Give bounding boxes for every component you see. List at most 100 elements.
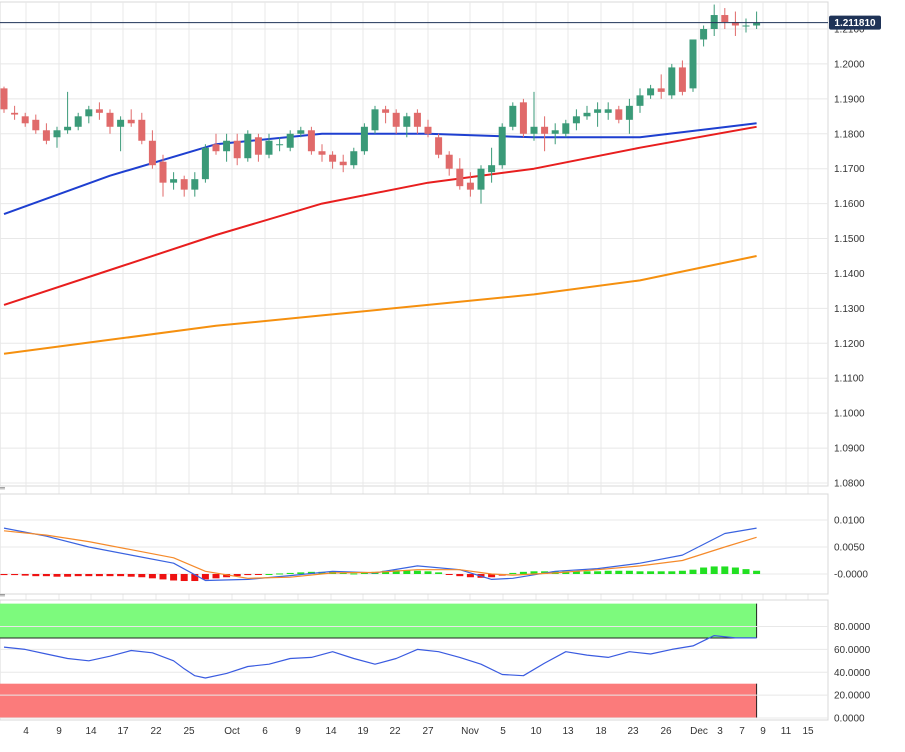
macd-histogram-bar [625, 570, 633, 574]
x-tick-label: 22 [150, 726, 162, 737]
x-tick-label: 14 [85, 726, 97, 737]
x-tick-label: Nov [461, 726, 479, 737]
candle-body [350, 151, 358, 166]
signal-line [3, 530, 757, 579]
candle-body [212, 144, 220, 152]
sma-fast-line [3, 122, 757, 216]
price-tick-label: 1.0800 [834, 479, 865, 490]
macd-histogram-bar [456, 574, 464, 577]
price-tick-label: 1.1700 [834, 164, 865, 175]
x-tick-label: 5 [500, 726, 506, 737]
candle-body [74, 116, 82, 127]
macd-histogram-bar [382, 570, 390, 574]
candle-body [498, 126, 506, 166]
macd-histogram-bar [11, 574, 19, 576]
macd-histogram-bar [424, 571, 432, 574]
candle-body [170, 179, 178, 183]
candle-body [710, 15, 718, 29]
x-tick-label: 25 [183, 726, 195, 737]
x-tick-label: 7 [739, 726, 745, 737]
candle-body [721, 15, 729, 23]
macd-tick-label: -0.0000 [834, 570, 868, 581]
candle-body [201, 147, 209, 180]
rsi-line [3, 634, 757, 679]
candle-body [148, 140, 156, 166]
macd-histogram-bar [21, 574, 29, 576]
rsi-oversold-zone [0, 683, 757, 718]
macd-histogram-bar [223, 574, 231, 578]
macd-histogram-bar [721, 566, 729, 574]
macd-histogram-bar [403, 570, 411, 574]
rsi-tick-label: 40.0000 [834, 668, 871, 679]
candle-body [700, 29, 708, 40]
price-tick-label: 1.2000 [834, 59, 865, 70]
x-tick-label: 14 [325, 726, 337, 737]
rsi-tick-label: 60.0000 [834, 645, 871, 656]
x-tick-label: 18 [595, 726, 607, 737]
macd-histogram-bar [392, 570, 400, 574]
candle-body [276, 144, 284, 146]
candle-body [0, 88, 8, 110]
price-tick-label: 1.2100 [834, 25, 865, 36]
macd-histogram-bar [244, 574, 252, 576]
macd-histogram-bar [615, 570, 623, 574]
pane-resize-handle-2[interactable]: ═ [0, 591, 5, 600]
candle-body [403, 116, 411, 127]
x-tick-label: 23 [627, 726, 639, 737]
macd-histogram-bar [138, 574, 146, 578]
pane-resize-handle[interactable]: ═ [0, 484, 5, 493]
macd-histogram-bar [689, 569, 697, 574]
price-tick-label: 1.1000 [834, 409, 865, 420]
candle-body [413, 112, 421, 127]
last-price-badge: 1.211810 [829, 15, 881, 30]
candle-body [562, 123, 570, 134]
macd-tick-label: 0.0050 [834, 543, 865, 554]
macd-histogram-bar [233, 574, 241, 577]
macd-histogram-bar [254, 574, 262, 575]
macd-histogram-bar [530, 571, 538, 574]
price-tick-label: 1.1300 [834, 304, 865, 315]
candle-body [466, 182, 474, 190]
macd-histogram-bar [170, 574, 178, 581]
candle-body [742, 25, 750, 27]
macd-histogram-bar [710, 566, 718, 574]
candle-body [307, 130, 315, 152]
price-tick-label: 1.1800 [834, 129, 865, 140]
x-tick-label: 27 [422, 726, 434, 737]
macd-histogram-bar [32, 574, 40, 577]
candle-body [625, 105, 633, 120]
candle-body [657, 88, 665, 92]
macd-histogram-bar [594, 571, 602, 574]
candle-body [519, 102, 527, 134]
rsi-overbought-zone [0, 603, 757, 638]
rsi-tick-label: 0.0000 [834, 714, 865, 725]
macd-pane[interactable]: 0.0100 0.0050 -0.0000 ═ [0, 493, 868, 600]
candle-body [488, 165, 496, 173]
candle-body [244, 133, 252, 159]
candle-body [265, 140, 273, 155]
sma-slow-line [3, 255, 757, 355]
candle-body [477, 168, 485, 190]
candle-body [95, 109, 103, 113]
x-tick-label: 9 [760, 726, 766, 737]
macd-histogram-bar [297, 572, 305, 574]
candle-body [21, 116, 29, 124]
macd-histogram-bar [95, 574, 103, 577]
candle-body [435, 137, 443, 155]
rsi-pane[interactable]: 80.0000 60.0000 40.0000 20.0000 0.0000 [0, 599, 871, 725]
candle-body [318, 151, 326, 155]
macd-histogram-bar [0, 574, 8, 576]
macd-histogram-bar [466, 574, 474, 578]
x-tick-label: 19 [357, 726, 369, 737]
x-tick-label: 10 [530, 726, 542, 737]
candle-body [689, 39, 697, 89]
rsi-tick-label: 80.0000 [834, 622, 871, 633]
moving-averages [3, 122, 757, 355]
candle-body [636, 95, 644, 106]
macd-histogram-bar [127, 574, 135, 577]
macd-histogram-bar [117, 574, 125, 577]
candle-body [551, 130, 559, 134]
candle-body [117, 119, 125, 127]
macd-histogram-bar [519, 571, 527, 574]
